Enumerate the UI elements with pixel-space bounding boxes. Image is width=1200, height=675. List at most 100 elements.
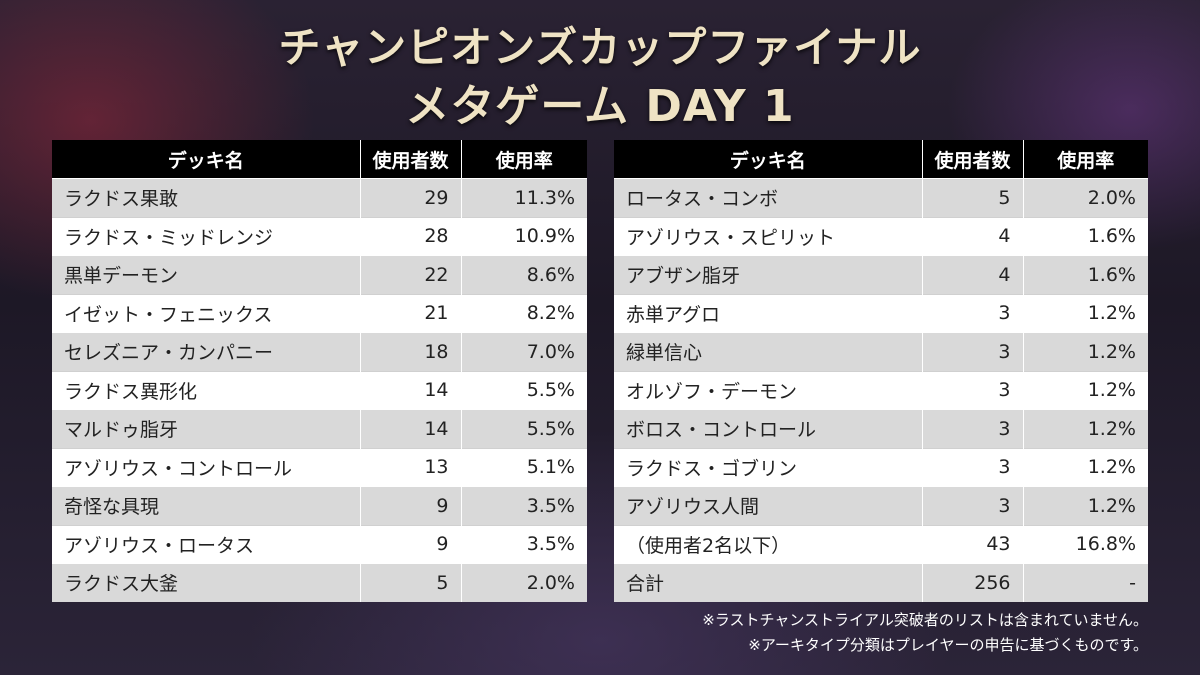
page-title: チャンピオンズカップファイナル [278, 23, 922, 72]
table-row: ラクドス大釜 5 2.0% [52, 563, 587, 602]
deck-name-cell: ラクドス・ミッドレンジ [52, 216, 361, 256]
header-player-count: 使用者数 [922, 140, 1024, 179]
player-count-cell: 28 [360, 216, 462, 256]
player-count-cell: 9 [360, 486, 462, 525]
deck-name-cell: マルドゥ脂牙 [52, 409, 361, 448]
player-count-cell: 3 [922, 409, 1024, 448]
header-player-count: 使用者数 [360, 140, 462, 179]
player-count-cell: 3 [922, 332, 1024, 371]
table-row: 黒単デーモン 22 8.6% [52, 255, 587, 294]
player-count-cell: 3 [922, 370, 1024, 410]
table-row: ラクドス・ミッドレンジ 28 10.9% [52, 216, 587, 256]
table-row: アゾリウス・スピリット 4 1.6% [614, 216, 1148, 256]
footnote-archetype: ※アーキタイプ分類はプレイヤーの申告に基づくものです。 [748, 636, 1148, 654]
table-row: イゼット・フェニックス 21 8.2% [52, 293, 587, 333]
usage-rate-cell: 1.2% [1023, 370, 1148, 410]
deck-name-cell: イゼット・フェニックス [52, 293, 361, 333]
table-row: アブザン脂牙 4 1.6% [614, 255, 1148, 294]
header-deck-name: デッキ名 [614, 140, 923, 179]
table-row: ラクドス・ゴブリン 3 1.2% [614, 447, 1148, 487]
player-count-cell: 29 [360, 178, 462, 217]
deck-name-cell: 黒単デーモン [52, 255, 361, 294]
table-row: アゾリウス・コントロール 13 5.1% [52, 447, 587, 487]
table-row: セレズニア・カンパニー 18 7.0% [52, 332, 587, 371]
deck-name-cell: アゾリウス人間 [614, 486, 923, 525]
header-usage-rate: 使用率 [461, 140, 587, 179]
usage-rate-cell: 3.5% [461, 524, 587, 564]
table-header-row: デッキ名 使用者数 使用率 [614, 140, 1148, 179]
deck-name-cell: 緑単信心 [614, 332, 923, 371]
table-header-row: デッキ名 使用者数 使用率 [52, 140, 587, 179]
usage-rate-cell: 11.3% [461, 178, 587, 217]
player-count-cell: 256 [922, 563, 1024, 602]
player-count-cell: 9 [360, 524, 462, 564]
deck-name-cell: ラクドス大釜 [52, 563, 361, 602]
table-row: ロータス・コンボ 5 2.0% [614, 178, 1148, 217]
usage-rate-cell: 5.1% [461, 447, 587, 487]
player-count-cell: 22 [360, 255, 462, 294]
player-count-cell: 43 [922, 524, 1024, 564]
usage-rate-cell: 1.2% [1023, 486, 1148, 525]
player-count-cell: 3 [922, 486, 1024, 525]
usage-rate-cell: 1.6% [1023, 216, 1148, 256]
header-deck-name: デッキ名 [52, 140, 361, 179]
deck-name-cell: 合計 [614, 563, 923, 602]
table-row: ボロス・コントロール 3 1.2% [614, 409, 1148, 448]
usage-rate-cell: 8.2% [461, 293, 587, 333]
usage-rate-cell: 2.0% [461, 563, 587, 602]
player-count-cell: 13 [360, 447, 462, 487]
deck-name-cell: アブザン脂牙 [614, 255, 923, 294]
usage-rate-cell: 5.5% [461, 370, 587, 410]
header-usage-rate: 使用率 [1023, 140, 1148, 179]
usage-rate-cell: 7.0% [461, 332, 587, 371]
player-count-cell: 4 [922, 216, 1024, 256]
usage-rate-cell: 3.5% [461, 486, 587, 525]
table-row: マルドゥ脂牙 14 5.5% [52, 409, 587, 448]
usage-rate-cell: 5.5% [461, 409, 587, 448]
player-count-cell: 3 [922, 293, 1024, 333]
usage-rate-cell: 2.0% [1023, 178, 1148, 217]
deck-name-cell: ラクドス・ゴブリン [614, 447, 923, 487]
right-meta-table: デッキ名 使用者数 使用率 ロータス・コンボ 5 2.0% アゾリウス・スピリット 4 1… [614, 140, 1148, 602]
usage-rate-cell: 10.9% [461, 216, 587, 256]
deck-name-cell: 赤単アグロ [614, 293, 923, 333]
deck-name-cell: ロータス・コンボ [614, 178, 923, 217]
page-subtitle: メタゲーム DAY 1 [405, 81, 795, 132]
table-row: ラクドス異形化 14 5.5% [52, 370, 587, 410]
deck-name-cell: 奇怪な具現 [52, 486, 361, 525]
deck-name-cell: オルゾフ・デーモン [614, 370, 923, 410]
usage-rate-cell: 8.6% [461, 255, 587, 294]
table-row: アゾリウス人間 3 1.2% [614, 486, 1148, 525]
deck-name-cell: アゾリウス・スピリット [614, 216, 923, 256]
table-row: オルゾフ・デーモン 3 1.2% [614, 370, 1148, 410]
deck-name-cell: ラクドス異形化 [52, 370, 361, 410]
deck-name-cell: アゾリウス・コントロール [52, 447, 361, 487]
deck-name-cell: （使用者2名以下） [614, 524, 923, 564]
usage-rate-cell: 1.2% [1023, 409, 1148, 448]
table-row: 赤単アグロ 3 1.2% [614, 293, 1148, 333]
table-row: ラクドス果敢 29 11.3% [52, 178, 587, 217]
table-row: 合計 256- [614, 563, 1148, 602]
player-count-cell: 5 [922, 178, 1024, 217]
table-row: 緑単信心 3 1.2% [614, 332, 1148, 371]
player-count-cell: 18 [360, 332, 462, 371]
usage-rate-cell: - [1023, 563, 1148, 602]
player-count-cell: 5 [360, 563, 462, 602]
deck-name-cell: セレズニア・カンパニー [52, 332, 361, 371]
footnote-ltr: ※ラストチャンストライアル突破者のリストは含まれていません。 [702, 611, 1148, 629]
usage-rate-cell: 16.8% [1023, 524, 1148, 564]
player-count-cell: 3 [922, 447, 1024, 487]
player-count-cell: 21 [360, 293, 462, 333]
left-meta-table: デッキ名 使用者数 使用率 ラクドス果敢 29 11.3% ラクドス・ミッドレンジ 28… [52, 140, 587, 602]
deck-name-cell: アゾリウス・ロータス [52, 524, 361, 564]
table-row: アゾリウス・ロータス 9 3.5% [52, 524, 587, 564]
table-row: 奇怪な具現 9 3.5% [52, 486, 587, 525]
deck-name-cell: ラクドス果敢 [52, 178, 361, 217]
usage-rate-cell: 1.2% [1023, 332, 1148, 371]
player-count-cell: 4 [922, 255, 1024, 294]
table-row: （使用者2名以下） 43 16.8% [614, 524, 1148, 564]
usage-rate-cell: 1.2% [1023, 447, 1148, 487]
usage-rate-cell: 1.6% [1023, 255, 1148, 294]
deck-name-cell: ボロス・コントロール [614, 409, 923, 448]
player-count-cell: 14 [360, 409, 462, 448]
